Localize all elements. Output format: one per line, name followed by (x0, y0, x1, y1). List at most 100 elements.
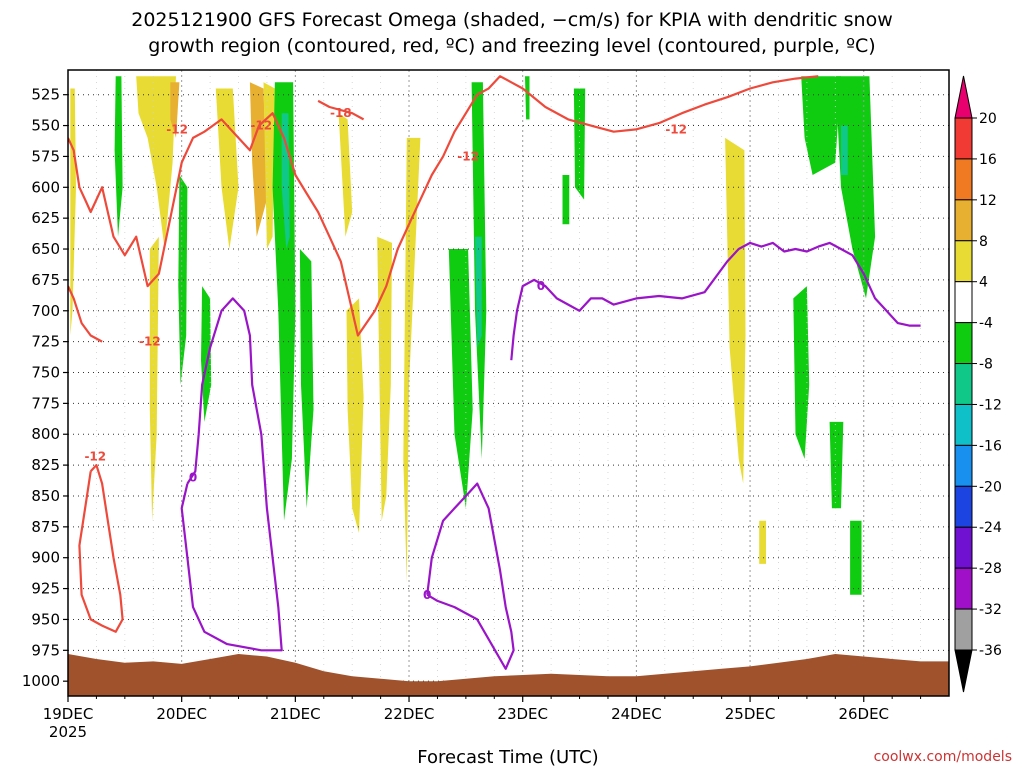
freezing-contour-0 (180, 297, 283, 652)
colorbar-box (954, 240, 973, 283)
omega-shade-23 (725, 137, 746, 484)
y-tick-label: 725 (31, 333, 60, 351)
omega-shade-24 (759, 520, 766, 564)
omega-shade-27 (841, 125, 848, 175)
colorbar: 20 16 12 8 4 -4 -8 -12 -16 -20 -24 -28 -32 -36 (954, 75, 1002, 693)
credit-text: coolwx.com/models (874, 749, 1012, 765)
omega-shade-2 (136, 76, 176, 249)
omega-shade-12 (299, 249, 314, 509)
omega-shade-21 (562, 175, 570, 225)
colorbar-label: -36 (979, 643, 1002, 659)
x-axis-label: Forecast Time (UTC) (417, 747, 598, 768)
omega-shade-5 (178, 175, 188, 385)
colorbar-label: -8 (979, 357, 993, 373)
colorbar-label: 20 (979, 111, 997, 127)
colorbar-box (954, 567, 973, 610)
x-tick-label: 19DEC (43, 705, 94, 723)
omega-shade-9 (263, 82, 275, 249)
colorbar-label: -20 (979, 479, 1002, 495)
freezing-contour-2 (510, 241, 921, 361)
x-tick-label: 24DEC (611, 705, 662, 723)
colorbar-label: 8 (979, 234, 988, 250)
y-tick-label: 550 (31, 117, 60, 135)
x-tick-label: 22DEC (384, 705, 435, 723)
chart-title-line1: 2025121900 GFS Forecast Omega (shaded, −… (131, 9, 893, 31)
dgz-contour-label: -12 (250, 119, 272, 133)
colorbar-bottom-arrow (954, 649, 973, 693)
x-tick-label: 25DEC (725, 705, 776, 723)
omega-shade-13 (338, 113, 353, 237)
y-tick-label: 825 (31, 456, 60, 474)
colorbar-box (954, 608, 973, 651)
y-tick-label: 1000 (22, 672, 60, 690)
dgz-contour-3 (317, 99, 365, 121)
freezing-level-contour-layer: 0 0 0 (180, 241, 921, 670)
x-axis: 19DEC 20DEC 21DEC 22DEC 23DEC 24DEC 25DEC 26DEC (43, 696, 922, 723)
omega-shade-29 (829, 421, 844, 509)
x-tick-label: 20DEC (156, 705, 207, 723)
colorbar-label: -32 (979, 602, 1002, 618)
omega-shade-16 (403, 137, 421, 583)
omega-shade-14 (346, 298, 364, 533)
freezing-contour-label: 0 (189, 470, 197, 484)
omega-shade-30 (850, 520, 862, 595)
colorbar-label: 16 (979, 152, 997, 168)
x-tick-label: 21DEC (270, 705, 321, 723)
omega-shade-22 (573, 88, 586, 200)
y-tick-label: 850 (31, 487, 60, 505)
omega-shade-15 (377, 236, 392, 521)
colorbar-label: -12 (979, 397, 1002, 413)
y-tick-label: 950 (31, 610, 60, 628)
y-tick-label: 875 (31, 518, 60, 536)
colorbar-label: -28 (979, 561, 1002, 577)
y-tick-label: 900 (31, 549, 60, 567)
y-tick-label: 700 (31, 302, 60, 320)
y-tick-label: 775 (31, 394, 60, 412)
colorbar-box (954, 363, 973, 405)
omega-shade-3 (170, 82, 180, 138)
colorbar-top-arrow (954, 75, 973, 119)
x-tick-label: 26DEC (838, 705, 889, 723)
dgz-contour-label: -12 (665, 122, 687, 136)
y-tick-label: 525 (31, 86, 60, 104)
freezing-contour-label: 0 (537, 279, 545, 293)
colorbar-label: 12 (979, 193, 997, 209)
dgz-contour-label: -12 (457, 149, 479, 163)
freezing-contour-1 (426, 482, 515, 670)
plot-area: -12 -12 -12 -18 -12 -12 -12 0 0 0 (68, 70, 949, 696)
omega-shade-20 (525, 76, 530, 120)
x-axis-year-label: 2025 (49, 723, 87, 741)
y-tick-label: 800 (31, 425, 60, 443)
colorbar-box (954, 444, 973, 487)
y-axis: 525 550 575 600 625 650 675 700 725 750 775 800 825 8… (22, 86, 68, 690)
dgz-contour-layer: -12 -12 -12 -18 -12 -12 -12 (68, 75, 819, 633)
colorbar-label: 4 (979, 275, 988, 291)
colorbar-box (954, 485, 973, 528)
dgz-contour-0 (68, 75, 819, 337)
dgz-contour-label: -12 (166, 122, 188, 136)
freezing-contour-label: 0 (423, 588, 431, 602)
x-tick-label: 23DEC (497, 705, 548, 723)
y-tick-label: 675 (31, 271, 60, 289)
omega-shade-6 (201, 286, 212, 422)
omega-shade-7 (215, 88, 239, 249)
y-tick-label: 750 (31, 364, 60, 382)
chart-title-line2: growth region (contoured, red, ºC) and f… (148, 35, 875, 57)
y-tick-label: 575 (31, 147, 60, 165)
terrain-fill (68, 654, 949, 696)
dgz-contour-label: -12 (84, 449, 106, 463)
y-tick-label: 625 (31, 209, 60, 227)
dgz-contour-label: -18 (330, 106, 352, 120)
omega-shade-17 (448, 249, 473, 509)
y-tick-label: 600 (31, 178, 60, 196)
y-tick-label: 975 (31, 641, 60, 659)
dgz-contour-1 (68, 285, 103, 343)
colorbar-label: -24 (979, 520, 1002, 536)
omega-shade-28 (793, 286, 810, 459)
y-tick-label: 650 (31, 240, 60, 258)
y-tick-label: 925 (31, 580, 60, 598)
colorbar-label: -16 (979, 438, 1002, 454)
terrain-layer (68, 654, 949, 696)
omega-shade-10 (272, 82, 296, 521)
